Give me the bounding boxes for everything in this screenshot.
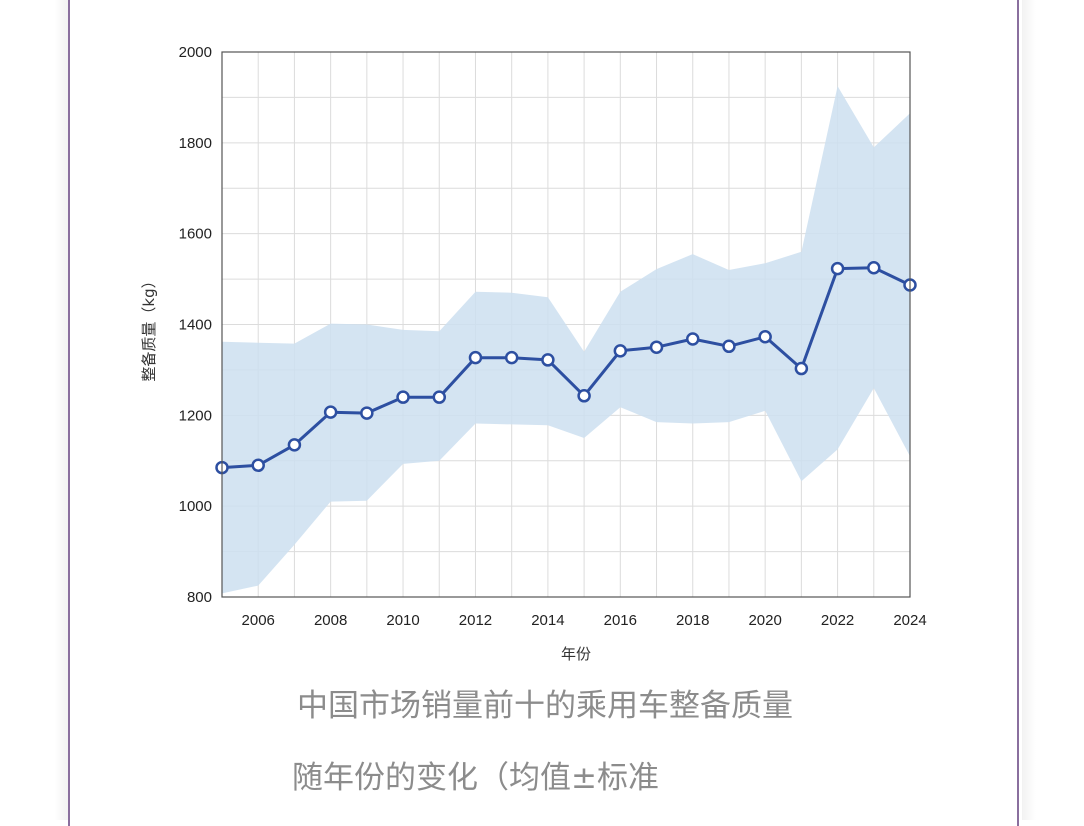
data-point [867,260,881,275]
data-point [468,350,483,365]
data-point [830,261,845,276]
x-tick-label: 2016 [604,612,637,629]
data-point [722,339,736,354]
caption-line-1: 中国市场销量前十的乘用车整备质量 [297,688,793,724]
edge-shadow-left [54,0,68,820]
caption-line-2: 随年份的变化（均值±标准 [292,760,659,796]
data-point [432,390,447,404]
mass-chart: 2006 2008 2010 2012 2014 2016 2018 2020 2022 2024… [140,44,927,663]
data-point [504,350,519,365]
x-tick-label: 2022 [821,612,854,629]
y-tick-label: 1600 [179,226,212,243]
y-tick-label: 1200 [179,407,212,424]
y-axis-label: 整备质量（kg） [140,273,158,381]
data-point [649,340,664,354]
y-tick-labels: 800 1000 1200 1400 1600 1800 2000 [179,44,212,606]
x-tick-label: 2020 [748,612,781,629]
y-tick-label: 1800 [179,135,212,152]
std-band [222,86,910,594]
y-tick-label: 1000 [179,498,212,515]
edge-shadow-right [1022,0,1036,820]
x-tick-label: 2014 [531,612,564,629]
x-tick-label: 2024 [893,612,926,629]
page-frame [68,0,1019,826]
data-point [685,332,700,346]
data-point [541,353,555,367]
data-point [287,438,302,452]
data-point [794,361,809,376]
data-point [360,406,374,420]
data-markers [215,260,917,475]
data-point [251,458,265,473]
x-axis-label: 年份 [561,645,591,663]
data-point [577,389,591,403]
plot-border [221,51,911,598]
y-tick-label: 2000 [179,44,212,61]
x-tick-label: 2010 [386,612,419,629]
data-point [396,390,410,404]
data-point [758,330,772,344]
x-tick-label: 2006 [242,612,275,629]
x-tick-label: 2008 [314,612,347,629]
x-tick-label: 2018 [676,612,709,629]
y-tick-label: 800 [187,589,212,606]
x-tick-labels: 2006 2008 2010 2012 2014 2016 2018 2020 2022 2024 [242,612,927,629]
x-tick-label: 2012 [459,612,492,629]
data-point [613,344,628,358]
data-point [323,405,338,419]
y-tick-label: 1400 [179,317,212,334]
